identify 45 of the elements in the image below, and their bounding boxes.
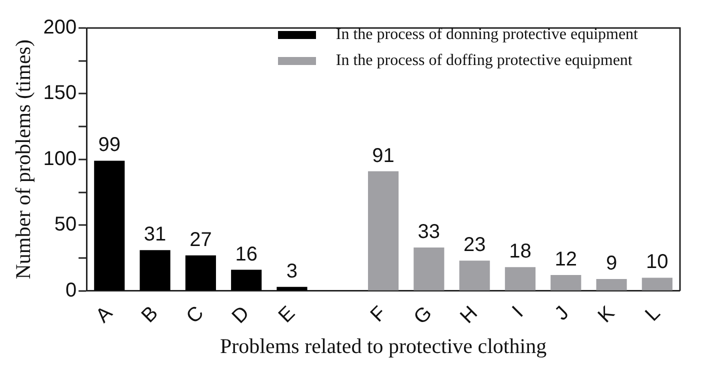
bar [414,247,444,290]
legend-label: In the process of doffing protective equipment [336,51,632,71]
data-label: 3 [286,260,298,282]
x-tick-label: H [456,302,482,328]
bar [231,270,262,290]
x-axis-title: Problems related to protective clothing [220,334,548,358]
bar [459,260,490,290]
x-tick-label: L [641,302,665,326]
x-tick-label: K [594,302,620,328]
data-label: 33 [418,220,440,243]
bar [642,278,672,290]
data-label: 99 [98,134,121,156]
data-label: 23 [463,234,486,256]
x-tick-label: I [508,302,528,322]
y-axis-title: Number of problems (times) [11,40,36,280]
x-tick-label: D [228,302,254,328]
bar [368,171,399,290]
data-label: 16 [235,243,258,266]
y-tick-label: 0 [65,279,77,302]
x-tick-label: E [274,302,300,328]
data-label: 27 [190,228,212,251]
legend-label: In the process of donning protective equipment [336,25,638,45]
bar [276,286,308,290]
x-tick-label: J [550,302,574,325]
x-tick-label: A [92,302,118,328]
y-tick-label: 50 [54,214,77,236]
data-label: 91 [372,144,394,167]
y-tick-label: 100 [43,148,77,170]
bar [94,160,125,290]
x-tick-label: C [182,302,208,328]
x-tick-label: F [366,302,391,326]
y-tick-label: 150 [43,82,77,104]
x-tick-label: B [137,302,162,328]
bar [596,279,627,290]
x-tick-label: G [410,302,436,329]
bar [504,267,536,290]
bar [140,250,170,290]
data-label: 31 [144,224,166,246]
bar [550,275,582,290]
data-label: 10 [646,251,668,274]
data-label: 18 [509,240,532,263]
y-tick-label: 200 [43,16,77,39]
bar [185,255,216,290]
data-label: 9 [606,252,618,275]
data-label: 12 [554,248,578,271]
